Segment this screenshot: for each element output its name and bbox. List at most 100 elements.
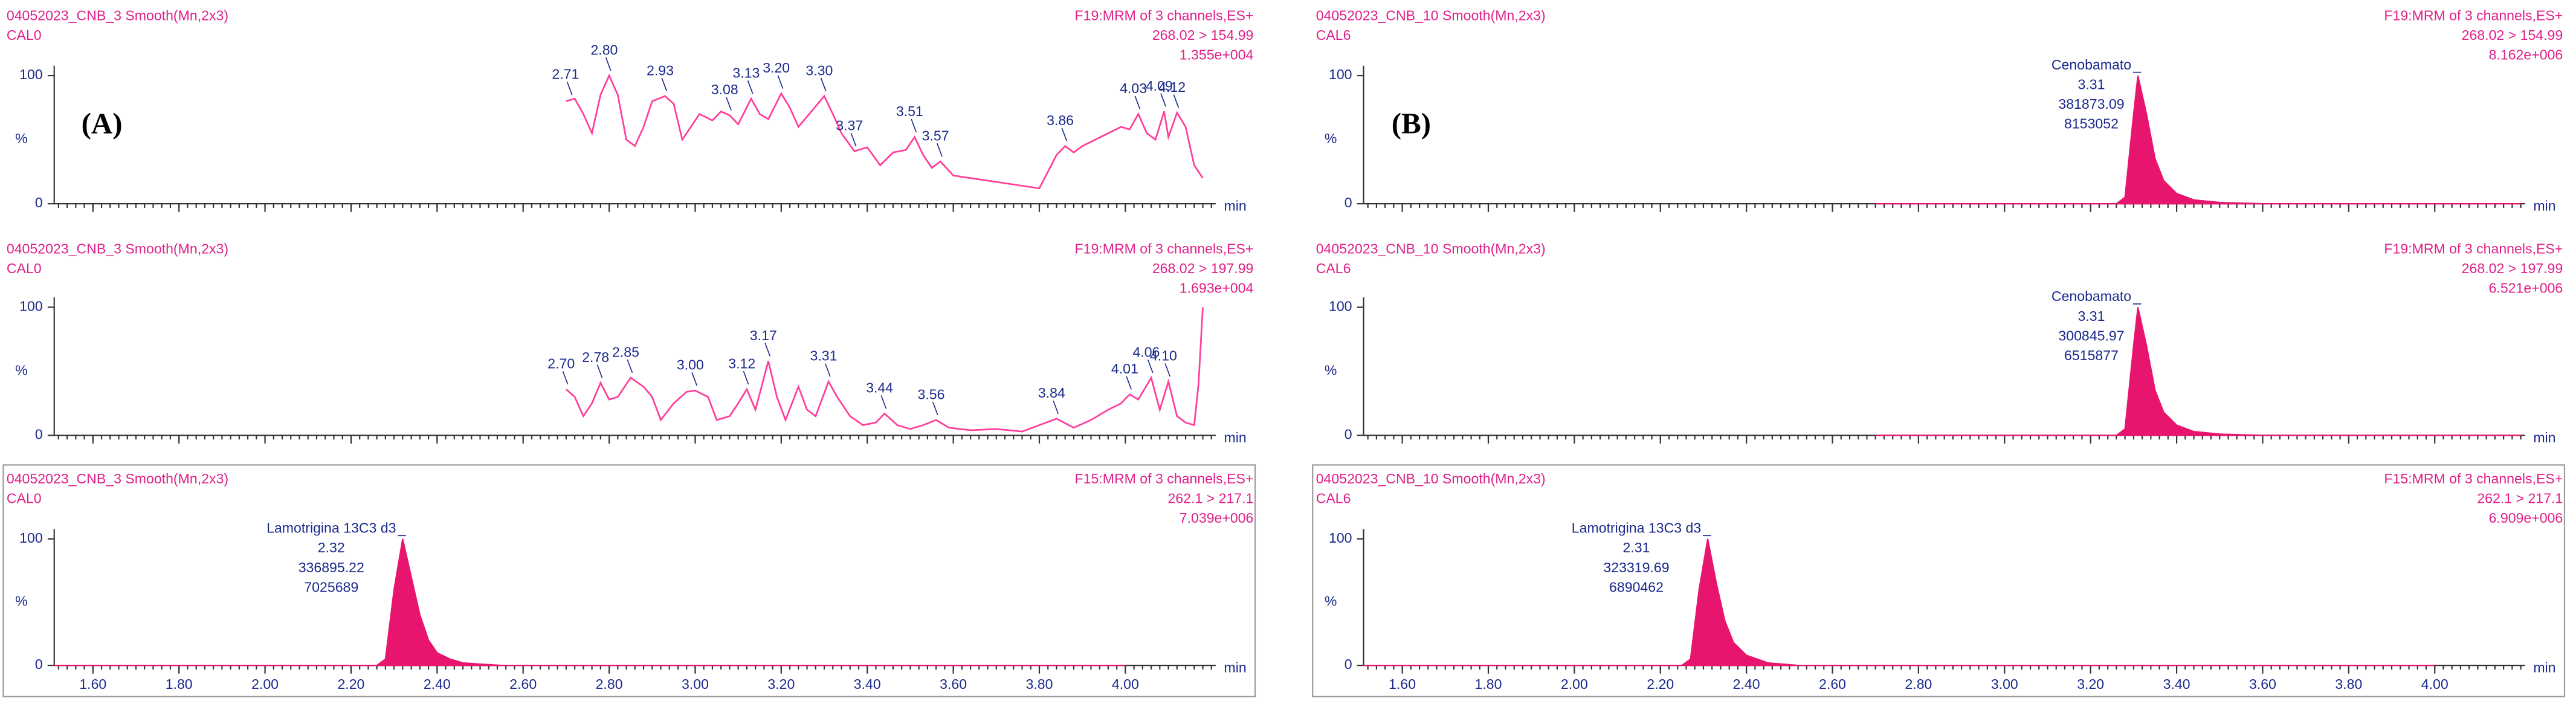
x-axis-label: min: [1224, 660, 1246, 676]
y-tick-label: 100: [1329, 66, 1352, 82]
peak-height: 6515877: [2064, 347, 2119, 363]
y-tick-label: 0: [35, 195, 43, 210]
peak-leader: [691, 372, 697, 386]
y-axis-label: %: [15, 131, 28, 146]
peak-rt-label: 3.30: [805, 62, 833, 78]
peak-leader: [743, 370, 749, 385]
x-tick-label: 4.00: [2421, 676, 2448, 692]
peak-rt-label: 3.12: [728, 355, 755, 371]
peak-rt-label: 3.51: [896, 103, 923, 119]
peak-leader: [562, 370, 569, 385]
x-tick-label: 1.60: [1389, 676, 1416, 692]
run-title: 04052023_CNB_10 Smooth(Mn,2x3): [1316, 471, 1546, 486]
peak-rt-label: 4.01: [1111, 361, 1138, 376]
peak-rt-label: 2.70: [547, 355, 575, 371]
x-tick-label: 3.00: [1991, 676, 2018, 692]
x-axis-label: min: [1224, 198, 1246, 214]
x-tick-label: 2.80: [596, 676, 623, 692]
peak-leader: [932, 401, 938, 416]
peak-leader: [1164, 363, 1171, 377]
peak-rt-label: 2.71: [552, 66, 579, 82]
compound-name: Lamotrigina 13C3 d3: [266, 520, 396, 536]
panel-label: (A): [82, 107, 123, 140]
peak-rt-label: 2.85: [612, 344, 639, 360]
panel-label: (B): [1392, 107, 1431, 140]
peak-area: [1875, 75, 2521, 205]
run-title: 04052023_CNB_3 Smooth(Mn,2x3): [7, 241, 228, 256]
peak-rt: 3.31: [2078, 76, 2105, 92]
y-tick-label: 0: [35, 427, 43, 442]
x-tick-label: 3.20: [767, 676, 795, 692]
transition: 268.02 > 197.99: [2462, 260, 2563, 276]
compound-name: Cenobamato: [2051, 288, 2131, 304]
peak-rt-label: 4.06: [1132, 344, 1160, 360]
y-axis-label: %: [15, 593, 28, 609]
y-tick-label: 0: [1344, 195, 1352, 210]
x-axis-label: min: [2533, 198, 2555, 214]
peak-leader: [747, 80, 754, 94]
x-tick-label: 4.00: [1112, 676, 1139, 692]
sample-name: CAL0: [7, 27, 42, 43]
channel: F15:MRM of 3 channels,ES+: [2384, 471, 2563, 486]
transition: 268.02 > 197.99: [1152, 260, 1254, 276]
compound-name: Cenobamato: [2051, 57, 2131, 73]
x-tick-label: 2.80: [1905, 676, 1932, 692]
peak-leader: [824, 363, 831, 377]
sample-name: CAL0: [7, 491, 42, 506]
peak-leader: [820, 77, 827, 92]
x-tick-label: 2.20: [1647, 676, 1674, 692]
x-tick-label: 3.60: [940, 676, 967, 692]
peak-rt-label: 3.00: [677, 357, 704, 373]
peak-leader: [1061, 128, 1068, 141]
x-tick-label: 2.20: [337, 676, 364, 692]
peak-height: 6890462: [1609, 579, 1664, 595]
peak-rt-label: 3.56: [918, 386, 945, 402]
run-title: 04052023_CNB_3 Smooth(Mn,2x3): [7, 471, 228, 486]
peak-leader: [1160, 93, 1166, 107]
run-title: 04052023_CNB_10 Smooth(Mn,2x3): [1316, 7, 1546, 23]
x-tick-label: 1.60: [79, 676, 106, 692]
peak-rt-label: 2.93: [647, 62, 674, 78]
run-title: 04052023_CNB_10 Smooth(Mn,2x3): [1316, 241, 1546, 256]
x-tick-label: 1.80: [166, 676, 193, 692]
peak-rt: 2.32: [318, 540, 345, 555]
x-tick-label: 2.00: [251, 676, 279, 692]
channel: F15:MRM of 3 channels,ES+: [1075, 471, 1254, 486]
sample-name: CAL6: [1316, 27, 1351, 43]
panel-frame: [2, 464, 1256, 697]
peak-area: 300845.97: [2058, 328, 2124, 343]
y-axis-label: %: [1325, 131, 1337, 146]
y-tick-label: 100: [1329, 530, 1352, 546]
channel: F19:MRM of 3 channels,ES+: [1075, 241, 1254, 256]
x-axis-label: min: [1224, 430, 1246, 445]
y-tick-label: 0: [1344, 656, 1352, 672]
peak-leader: [850, 132, 857, 147]
x-axis-label: min: [2533, 430, 2555, 445]
trace: [566, 73, 1204, 190]
x-tick-label: 3.80: [1026, 676, 1053, 692]
y-tick-label: 0: [35, 656, 43, 672]
peak-rt-label: 3.44: [866, 380, 893, 396]
peak-leader: [605, 57, 612, 71]
peak-rt: 2.31: [1623, 540, 1650, 555]
peak-leader: [1053, 400, 1059, 415]
transition: 262.1 > 217.1: [1167, 491, 1253, 506]
x-tick-label: 3.20: [2077, 676, 2104, 692]
peak-area: 381873.09: [2058, 96, 2124, 112]
peak-leader: [764, 343, 770, 357]
peak-rt-label: 3.13: [732, 65, 760, 81]
peak-leader: [596, 364, 603, 378]
trace: [565, 307, 1204, 433]
sample-name: CAL0: [7, 260, 42, 276]
peak-height: 7025689: [304, 579, 358, 595]
peak-rt-label: 4.12: [1158, 79, 1186, 95]
x-tick-label: 3.80: [2335, 676, 2362, 692]
x-tick-label: 3.40: [854, 676, 881, 692]
peak-rt-label: 3.84: [1038, 385, 1065, 401]
peak-leader: [1147, 359, 1154, 373]
channel: F19:MRM of 3 channels,ES+: [1075, 7, 1254, 23]
y-axis-label: %: [1325, 363, 1337, 378]
peak-area: 336895.22: [299, 560, 364, 575]
peak-rt-label: 2.78: [582, 349, 609, 365]
